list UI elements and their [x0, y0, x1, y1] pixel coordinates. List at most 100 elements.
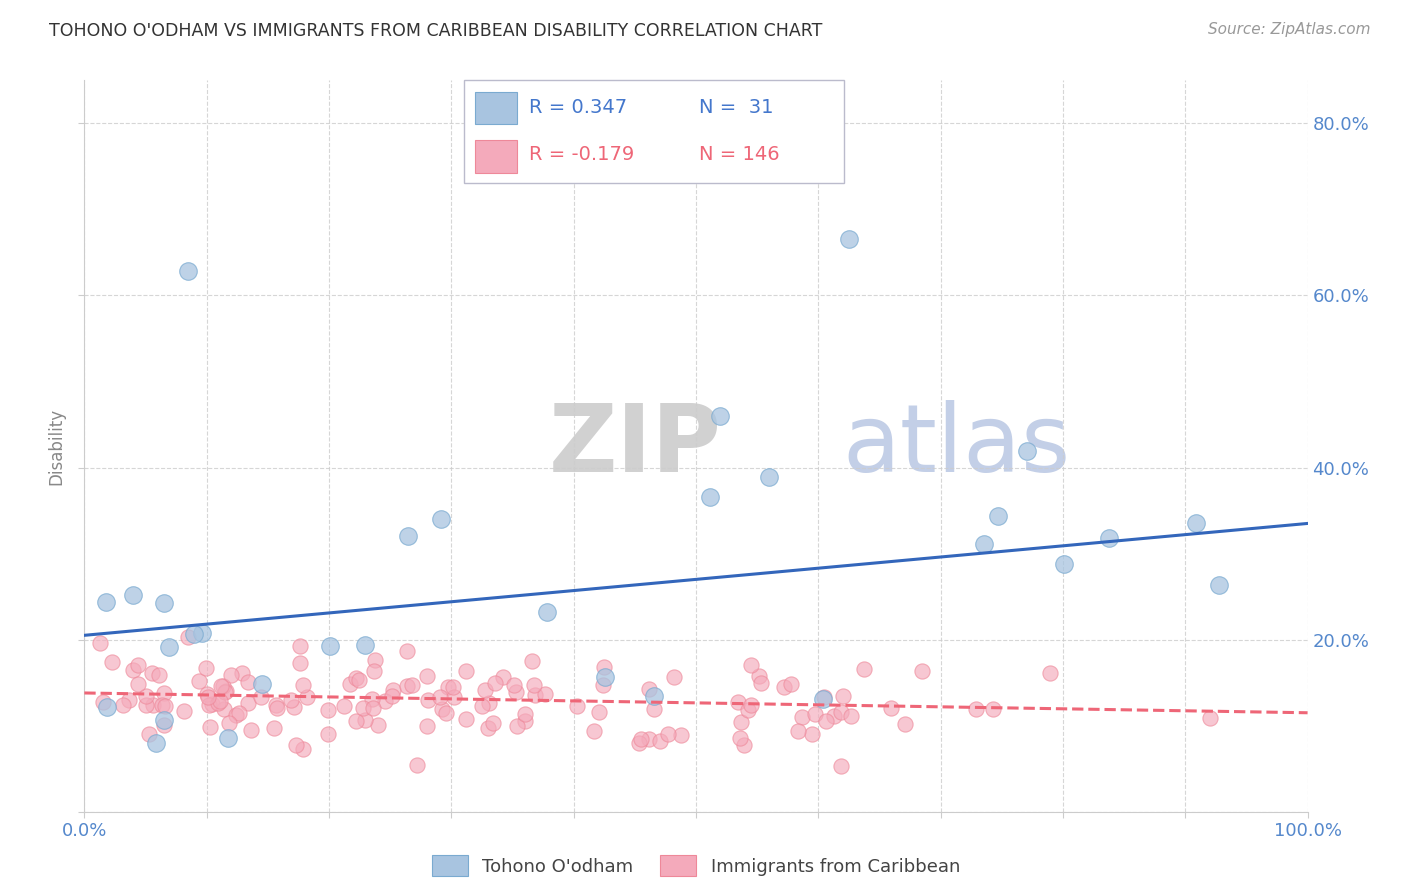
- Point: [194, 661, 217, 675]
- Point: [730, 715, 752, 730]
- Point: [880, 701, 903, 715]
- FancyBboxPatch shape: [464, 80, 844, 183]
- Point: [96, 700, 118, 714]
- Point: [973, 537, 995, 551]
- Point: [121, 588, 143, 602]
- Text: N =  31: N = 31: [699, 98, 773, 118]
- Point: [513, 707, 536, 722]
- Point: [1198, 711, 1220, 725]
- Point: [225, 707, 247, 722]
- Point: [1053, 557, 1076, 571]
- Point: [823, 709, 845, 723]
- Point: [841, 709, 863, 723]
- Text: R = 0.347: R = 0.347: [529, 98, 627, 118]
- Point: [195, 687, 218, 701]
- Point: [1015, 443, 1038, 458]
- Point: [150, 698, 173, 712]
- Point: [505, 685, 527, 699]
- Point: [630, 732, 652, 747]
- Point: [382, 682, 405, 697]
- Point: [803, 706, 825, 721]
- Point: [748, 668, 770, 682]
- Point: [297, 690, 319, 704]
- Point: [657, 727, 679, 741]
- Point: [592, 660, 614, 674]
- Point: [416, 669, 439, 683]
- Point: [250, 677, 273, 691]
- Point: [280, 693, 302, 707]
- Point: [492, 670, 515, 684]
- Point: [484, 676, 506, 690]
- Point: [249, 690, 271, 704]
- Point: [727, 695, 749, 709]
- Point: [1098, 531, 1121, 545]
- Point: [288, 657, 311, 671]
- Point: [758, 470, 780, 484]
- Point: [454, 712, 477, 726]
- Point: [316, 703, 339, 717]
- Point: [236, 675, 259, 690]
- Point: [405, 758, 427, 772]
- Point: [565, 698, 588, 713]
- Point: [643, 689, 665, 703]
- Point: [135, 698, 157, 712]
- Text: ZIP: ZIP: [550, 400, 723, 492]
- Text: N = 146: N = 146: [699, 145, 780, 163]
- Point: [811, 692, 834, 706]
- Point: [291, 678, 314, 692]
- Point: [153, 713, 176, 727]
- Point: [911, 664, 934, 678]
- Point: [344, 671, 367, 685]
- Point: [441, 680, 464, 694]
- Point: [416, 692, 439, 706]
- Point: [669, 728, 692, 742]
- Point: [201, 697, 224, 711]
- Point: [145, 736, 167, 750]
- Bar: [475, 92, 517, 124]
- Point: [354, 638, 377, 652]
- Point: [198, 698, 221, 712]
- Point: [987, 509, 1010, 524]
- Point: [96, 595, 118, 609]
- Point: [740, 658, 762, 673]
- Point: [592, 678, 614, 692]
- Point: [231, 666, 253, 681]
- Point: [374, 693, 396, 707]
- Point: [344, 714, 367, 728]
- Point: [122, 663, 145, 677]
- Point: [347, 673, 370, 687]
- Point: [443, 690, 465, 704]
- Point: [319, 639, 342, 653]
- Point: [1208, 578, 1230, 592]
- Point: [813, 690, 835, 705]
- Point: [333, 698, 356, 713]
- Point: [792, 710, 814, 724]
- Point: [523, 678, 546, 692]
- Point: [183, 627, 205, 641]
- Text: TOHONO O'ODHAM VS IMMIGRANTS FROM CARIBBEAN DISABILITY CORRELATION CHART: TOHONO O'ODHAM VS IMMIGRANTS FROM CARIBB…: [49, 22, 823, 40]
- Point: [157, 640, 180, 655]
- Point: [339, 677, 361, 691]
- Point: [522, 655, 544, 669]
- Point: [367, 718, 389, 732]
- Point: [364, 653, 387, 667]
- Point: [381, 690, 404, 704]
- Point: [208, 694, 231, 708]
- Point: [471, 698, 494, 713]
- Point: [219, 668, 242, 682]
- Point: [283, 699, 305, 714]
- Point: [1185, 516, 1208, 530]
- Point: [396, 529, 419, 543]
- Point: [650, 734, 672, 748]
- Text: Source: ZipAtlas.com: Source: ZipAtlas.com: [1208, 22, 1371, 37]
- Point: [638, 732, 661, 747]
- Legend: Tohono O'odham, Immigrants from Caribbean: Tohono O'odham, Immigrants from Caribbea…: [425, 848, 967, 883]
- Point: [593, 670, 616, 684]
- Point: [212, 702, 235, 716]
- Point: [838, 232, 860, 246]
- Point: [236, 696, 259, 710]
- Point: [536, 605, 558, 619]
- Point: [263, 721, 285, 735]
- Point: [360, 691, 382, 706]
- Point: [430, 702, 453, 716]
